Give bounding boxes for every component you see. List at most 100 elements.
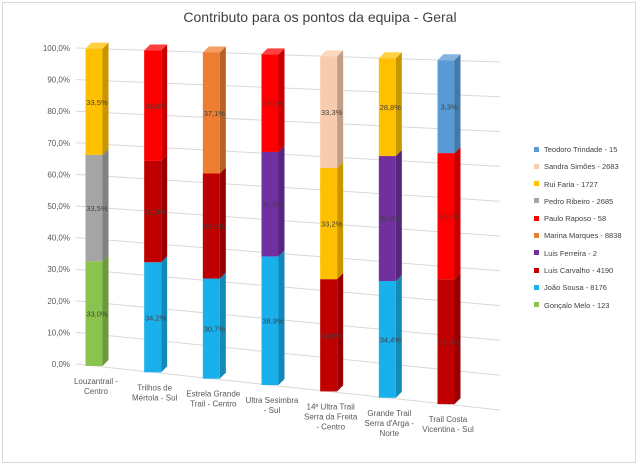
data-label: 34,4% — [380, 335, 402, 344]
bar-segment — [320, 279, 338, 392]
bar-segment-top — [320, 50, 344, 57]
x-category-label-line: Centro — [84, 387, 109, 396]
x-category-label: 14º Ultra Trail Serra da Freita - Centro — [304, 402, 358, 431]
x-category-label-line: Trail - Centro — [190, 400, 237, 409]
legend-label: João Sousa - 8176 — [544, 283, 607, 293]
x-category-label: Estrela Grande Trail - Centro — [186, 390, 240, 409]
gridline — [75, 268, 501, 307]
legend-swatch — [534, 233, 539, 238]
data-label: 30,7% — [204, 325, 226, 334]
bar-segment-side — [161, 154, 168, 263]
legend-item: Rui Faria - 1727 — [534, 178, 638, 192]
bar-segment-side — [454, 54, 461, 154]
bar-segment-top — [144, 44, 168, 51]
data-label: 34,3% — [145, 102, 167, 111]
legend-swatch — [534, 267, 539, 273]
data-label: 33,2% — [321, 220, 343, 229]
bar-segment-side — [278, 250, 285, 386]
data-label: 31,5% — [145, 208, 167, 217]
gridline — [75, 300, 501, 341]
legend-item: Teodoro Trindade - 15 — [534, 143, 638, 157]
legend-label: Pedro Ribeiro - 2685 — [544, 196, 614, 206]
bar-segment-side — [395, 150, 402, 281]
y-tick-label: 40,0% — [47, 234, 70, 243]
x-category-label: Louzantrail -Centro — [74, 377, 118, 396]
data-label: 33,3% — [321, 108, 343, 117]
bar-segment-side — [161, 44, 168, 161]
bar-segment — [378, 156, 396, 281]
gridline — [75, 47, 501, 63]
data-label: 33,5% — [321, 331, 343, 340]
data-label: 28,8% — [380, 103, 402, 112]
bar-segment-side — [219, 46, 226, 174]
data-label: 36,7% — [438, 212, 460, 221]
bar-segment — [202, 52, 220, 174]
bar-segment — [85, 154, 103, 262]
x-category-label-line: Serra da Freita — [304, 412, 358, 421]
y-tick-label: 30,0% — [47, 265, 70, 274]
y-tick-label: 80,0% — [47, 107, 70, 116]
bar-segment — [437, 60, 455, 154]
bar-segment — [378, 58, 396, 157]
bar-segment-side — [278, 145, 285, 257]
bar-segment-side — [102, 148, 109, 262]
y-tick-label: 60,0% — [47, 170, 70, 179]
bar-segment-side — [102, 42, 109, 155]
bar-segment-top — [378, 52, 402, 59]
bar-segment — [144, 50, 162, 161]
bar-segment-top — [202, 46, 226, 53]
data-label: 32,6% — [262, 200, 284, 209]
x-category-label: Grande Trail Serra d'Arga -Norte — [365, 409, 415, 438]
chart-legend: Teodoro Trindade - 15 Sandra Simões - 268… — [534, 143, 638, 316]
legend-label: Gonçalo Melo - 123 — [544, 300, 610, 310]
data-label: 33,5% — [86, 204, 108, 213]
bar-segment-top — [261, 48, 285, 55]
legend-label: Sandra Simões - 2683 — [544, 162, 619, 172]
bar-segment-top — [85, 42, 109, 49]
bar-segment-side — [337, 161, 344, 280]
legend-item: João Sousa - 8176 — [534, 281, 638, 295]
bar-segment-side — [278, 48, 285, 152]
bar-segment — [85, 48, 103, 155]
data-label: 3,3% — [440, 103, 457, 112]
legend-item: Paulo Raposo - 58 — [534, 212, 638, 226]
data-label: 29,5% — [262, 99, 284, 108]
x-category-label-line: - Centro — [316, 422, 345, 431]
legend-swatch — [534, 146, 539, 152]
gridline — [75, 331, 501, 376]
bar-segment — [437, 279, 455, 405]
y-tick-label: 90,0% — [47, 76, 70, 85]
gridline — [75, 205, 501, 237]
data-label: 38,9% — [262, 317, 284, 326]
legend-item: Pedro Ribeiro - 2685 — [534, 195, 638, 209]
bar-segment — [261, 151, 279, 257]
legend-item: Luis Ferreira - 2 — [534, 247, 638, 261]
gridline — [75, 142, 501, 167]
bar-segment-side — [395, 274, 402, 398]
y-tick-label: 20,0% — [47, 297, 70, 306]
gridline — [75, 79, 501, 98]
gridline — [75, 237, 501, 272]
data-label: 34,2% — [145, 313, 167, 322]
bar-segment — [144, 160, 162, 263]
legend-swatch — [534, 181, 539, 187]
legend-label: Marina Marques - 8838 — [544, 231, 622, 241]
bar-segment — [437, 153, 455, 280]
bar-segment-side — [219, 272, 226, 379]
x-category-label-line: Serra d'Arga - — [365, 419, 415, 428]
legend-label: Teodoro Trindade - 15 — [544, 145, 618, 154]
bar-segment-side — [454, 147, 461, 280]
x-category-label-line: Estrela Grande — [186, 390, 240, 399]
data-label: 36,8% — [380, 215, 402, 224]
bar-segment-side — [337, 50, 344, 168]
bar-segment — [144, 262, 162, 373]
bar-segment-side — [161, 256, 168, 373]
data-label: 33,0% — [86, 310, 108, 319]
x-category-label-line: Vicentina - Sul — [422, 425, 474, 434]
bar-segment — [85, 261, 103, 366]
bar-segment-top — [437, 54, 461, 61]
data-label: 36,3% — [438, 338, 460, 347]
y-tick-label: 100,0% — [43, 44, 70, 53]
y-tick-label: 50,0% — [47, 202, 70, 211]
